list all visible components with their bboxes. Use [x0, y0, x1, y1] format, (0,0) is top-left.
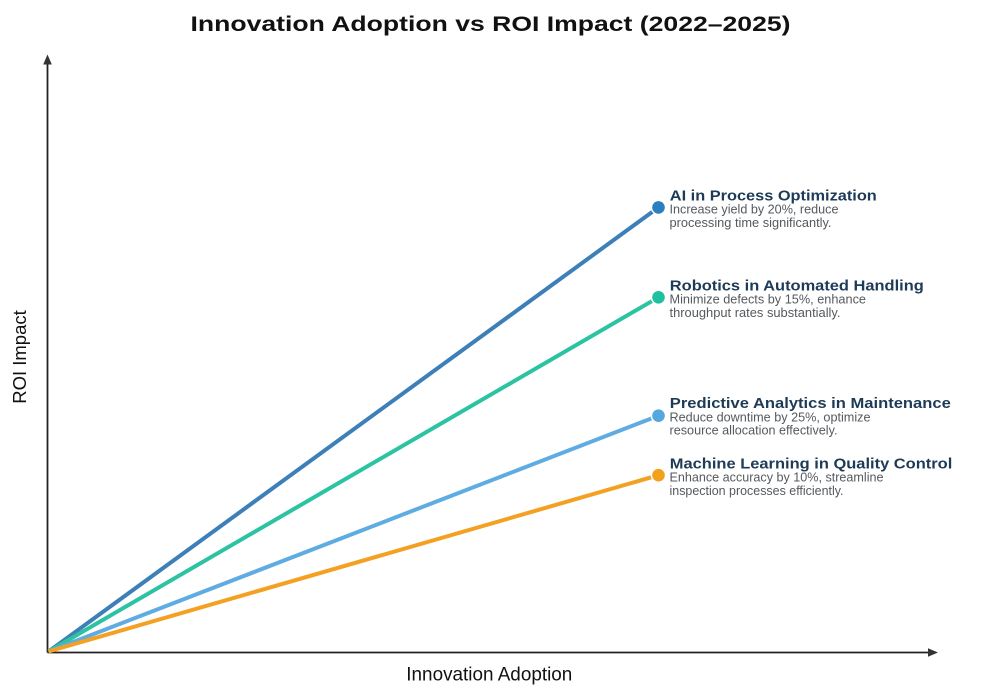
svg-text:AI in Process Optimization: AI in Process Optimization [670, 187, 877, 204]
svg-text:Innovation Adoption: Innovation Adoption [406, 664, 572, 686]
svg-text:Increase yield by 20%, reduce: Increase yield by 20%, reduce [670, 202, 839, 217]
svg-text:throughput rates substantially: throughput rates substantially. [670, 305, 841, 320]
svg-text:inspection processes efficient: inspection processes efficiently. [670, 483, 844, 498]
svg-text:Machine Learning in Quality Co: Machine Learning in Quality Control [670, 455, 953, 472]
svg-text:Robotics in Automated Handling: Robotics in Automated Handling [670, 277, 924, 294]
svg-text:processing time significantly.: processing time significantly. [670, 215, 832, 230]
svg-text:ROI Impact: ROI Impact [9, 310, 30, 404]
svg-text:Minimize defects by 15%, enhan: Minimize defects by 15%, enhance [670, 292, 867, 307]
svg-text:Innovation Adoption vs ROI Imp: Innovation Adoption vs ROI Impact (2022–… [191, 12, 791, 36]
svg-text:resource allocation effectivel: resource allocation effectively. [670, 423, 838, 438]
svg-text:Enhance accuracy by 10%, strea: Enhance accuracy by 10%, streamline [670, 469, 884, 484]
svg-text:Reduce downtime by 25%, optimi: Reduce downtime by 25%, optimize [670, 409, 871, 424]
svg-text:Predictive Analytics in Mainte: Predictive Analytics in Maintenance [670, 395, 951, 412]
